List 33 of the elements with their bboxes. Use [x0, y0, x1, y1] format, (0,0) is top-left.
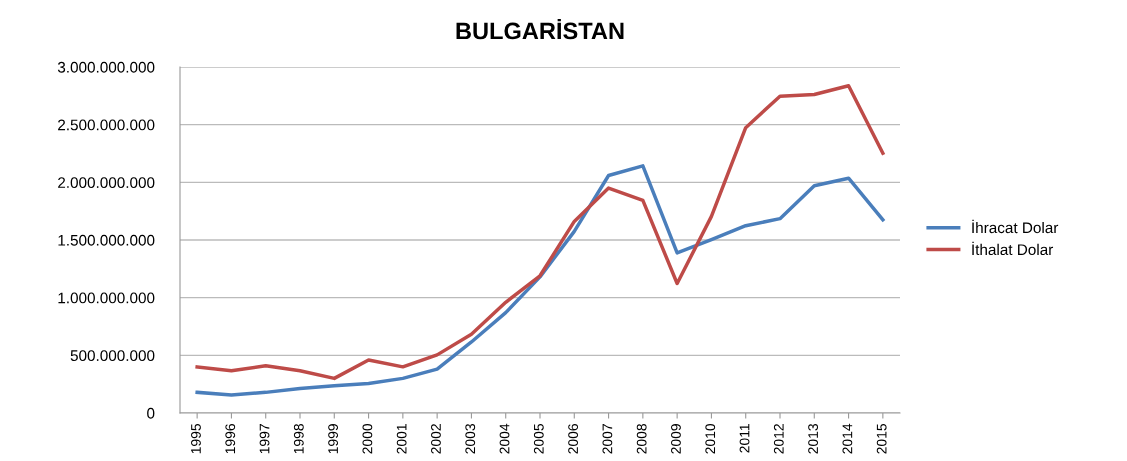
legend-label: İhracat Dolar: [972, 219, 1059, 234]
x-tick-label: 2003: [465, 424, 476, 454]
x-tick-label: 2015: [876, 424, 887, 454]
line-series: [195, 84, 885, 381]
x-tick-label: 1999: [328, 424, 339, 454]
x-tick-label: 2006: [568, 424, 579, 454]
x-tick-label: 1997: [259, 424, 270, 454]
x-tick-label: 2000: [362, 423, 373, 454]
x-tick-label: 2002: [431, 424, 441, 454]
x-tick-label: 2009: [671, 424, 681, 454]
x-tick-label: 1996: [225, 424, 236, 454]
x-tick-label: 1998: [293, 424, 304, 454]
chart-title: BULGARİSTAN: [456, 18, 624, 40]
y-tick-label: 1.000.000.000: [58, 292, 155, 304]
x-tick-label: 2004: [499, 423, 510, 454]
y-tick-label: 500.000.000: [70, 350, 155, 362]
y-tick-label: 1.500.000.000: [58, 234, 155, 246]
x-tick-label: 2001: [396, 424, 407, 454]
y-tick-label: 0: [147, 407, 155, 419]
x-tick-label: 1995: [191, 424, 201, 454]
line-series: [195, 164, 885, 397]
x-tick-label: 2007: [602, 424, 613, 454]
x-tick-label: 2008: [636, 424, 647, 454]
y-tick-label: 2.000.000.000: [58, 177, 155, 189]
x-tick-label: 2011: [739, 424, 750, 453]
x-tick-label: 2010: [705, 423, 716, 454]
legend-label: İthalat Dolar: [972, 241, 1054, 256]
x-tick-label: 2013: [808, 424, 819, 454]
y-tick-label: 3.000.000.000: [57, 61, 155, 73]
x-tick-label: 2012: [773, 424, 784, 454]
y-tick-label: 2.500.000.000: [58, 119, 155, 131]
x-tick-label: 2014: [842, 423, 853, 454]
x-tick-label: 2005: [533, 424, 544, 454]
